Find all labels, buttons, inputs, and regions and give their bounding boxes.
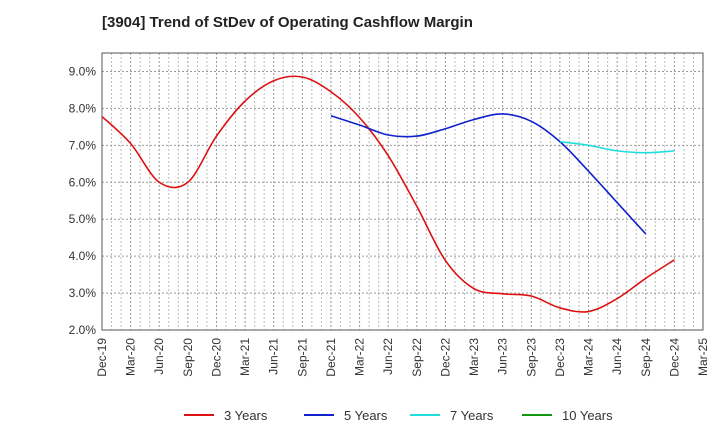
- x-tick-label: Dec-23: [553, 338, 567, 377]
- y-tick-label: 8.0%: [69, 101, 97, 115]
- x-tick-label: Mar-23: [467, 338, 481, 376]
- x-tick-label: Sep-20: [181, 338, 195, 377]
- x-tick-label: Mar-21: [238, 338, 252, 376]
- x-tick-label: Dec-24: [667, 338, 681, 377]
- y-tick-label: 9.0%: [69, 64, 97, 78]
- y-tick-label: 2.0%: [69, 323, 97, 337]
- legend-label: 5 Years: [344, 408, 388, 423]
- x-tick-label: Dec-21: [324, 338, 338, 377]
- y-tick-label: 3.0%: [69, 286, 97, 300]
- plot-border: [101, 52, 704, 331]
- x-tick-label: Jun-20: [152, 338, 166, 375]
- x-tick-label: Jun-21: [267, 338, 281, 375]
- y-tick-label: 7.0%: [69, 138, 97, 152]
- series-line-5-years: [330, 113, 647, 235]
- chart-title: [3904] Trend of StDev of Operating Cashf…: [102, 14, 473, 31]
- series-line-3-years: [101, 75, 675, 313]
- series-line-7-years: [559, 140, 675, 154]
- x-tick-label: Dec-22: [438, 338, 452, 377]
- legend-label: 7 Years: [450, 408, 494, 423]
- y-tick-label: 4.0%: [69, 249, 97, 263]
- x-tick-label: Sep-24: [639, 338, 653, 377]
- x-tick-label: Mar-24: [582, 338, 596, 376]
- y-tick-label: 5.0%: [69, 212, 97, 226]
- x-tick-label: Mar-25: [696, 338, 710, 376]
- x-tick-label: Jun-22: [381, 338, 395, 375]
- x-tick-label: Dec-20: [209, 338, 223, 377]
- plot-area: [102, 53, 703, 330]
- x-tick-label: Dec-19: [95, 338, 109, 377]
- x-tick-label: Sep-21: [295, 338, 309, 377]
- legend-label: 3 Years: [224, 408, 268, 423]
- legend-label: 10 Years: [562, 408, 613, 423]
- x-tick-label: Mar-22: [353, 338, 367, 376]
- x-tick-label: Sep-23: [524, 338, 538, 377]
- x-tick-label: Sep-22: [410, 338, 424, 377]
- x-tick-label: Mar-20: [124, 338, 138, 376]
- x-tick-label: Jun-23: [496, 338, 510, 375]
- y-tick-label: 6.0%: [69, 175, 97, 189]
- x-tick-label: Jun-24: [610, 338, 624, 375]
